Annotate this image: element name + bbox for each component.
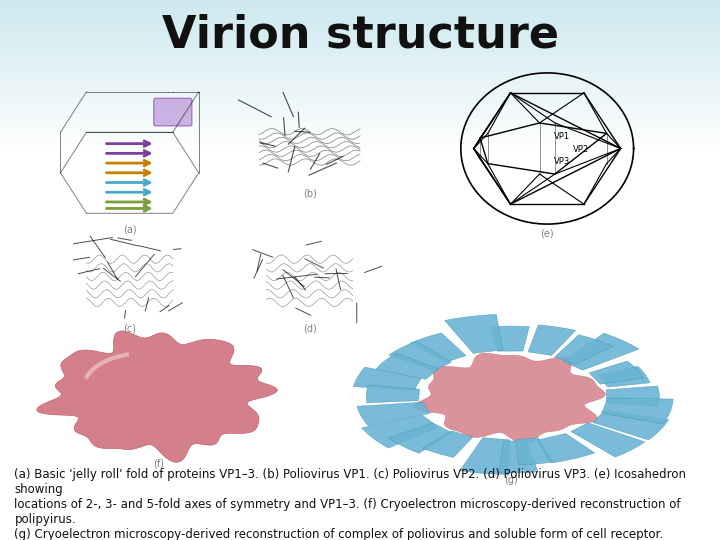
PathPatch shape	[366, 385, 420, 403]
PathPatch shape	[599, 366, 650, 387]
Text: (f): (f)	[153, 458, 164, 468]
PathPatch shape	[388, 423, 452, 453]
PathPatch shape	[460, 437, 510, 475]
PathPatch shape	[410, 333, 466, 362]
PathPatch shape	[606, 386, 660, 407]
PathPatch shape	[589, 361, 644, 384]
FancyBboxPatch shape	[154, 98, 192, 126]
PathPatch shape	[537, 434, 595, 463]
Text: Virion structure: Virion structure	[161, 14, 559, 57]
Text: (g): (g)	[504, 475, 518, 485]
PathPatch shape	[571, 423, 645, 457]
Text: (a): (a)	[123, 225, 136, 235]
PathPatch shape	[563, 333, 639, 370]
PathPatch shape	[37, 331, 277, 462]
Text: VP3: VP3	[554, 157, 570, 166]
Text: VP2: VP2	[572, 145, 589, 154]
Text: (d): (d)	[302, 323, 317, 334]
Text: (b): (b)	[302, 188, 317, 199]
Text: (c): (c)	[123, 323, 136, 334]
PathPatch shape	[357, 402, 430, 426]
PathPatch shape	[528, 325, 576, 355]
Text: VP1: VP1	[554, 132, 570, 141]
PathPatch shape	[389, 341, 451, 370]
PathPatch shape	[490, 326, 529, 351]
PathPatch shape	[423, 431, 473, 457]
PathPatch shape	[376, 353, 438, 379]
PathPatch shape	[593, 410, 669, 440]
PathPatch shape	[445, 314, 503, 353]
PathPatch shape	[516, 438, 554, 465]
Text: (e): (e)	[541, 229, 554, 239]
PathPatch shape	[499, 441, 538, 473]
Text: (a) Basic 'jelly roll' fold of proteins VP1–3. (b) Poliovirus VP1. (c) Polioviru: (a) Basic 'jelly roll' fold of proteins …	[14, 468, 686, 540]
PathPatch shape	[554, 335, 613, 365]
PathPatch shape	[354, 367, 421, 390]
PathPatch shape	[361, 415, 438, 448]
PathPatch shape	[602, 398, 673, 424]
PathPatch shape	[414, 353, 606, 443]
